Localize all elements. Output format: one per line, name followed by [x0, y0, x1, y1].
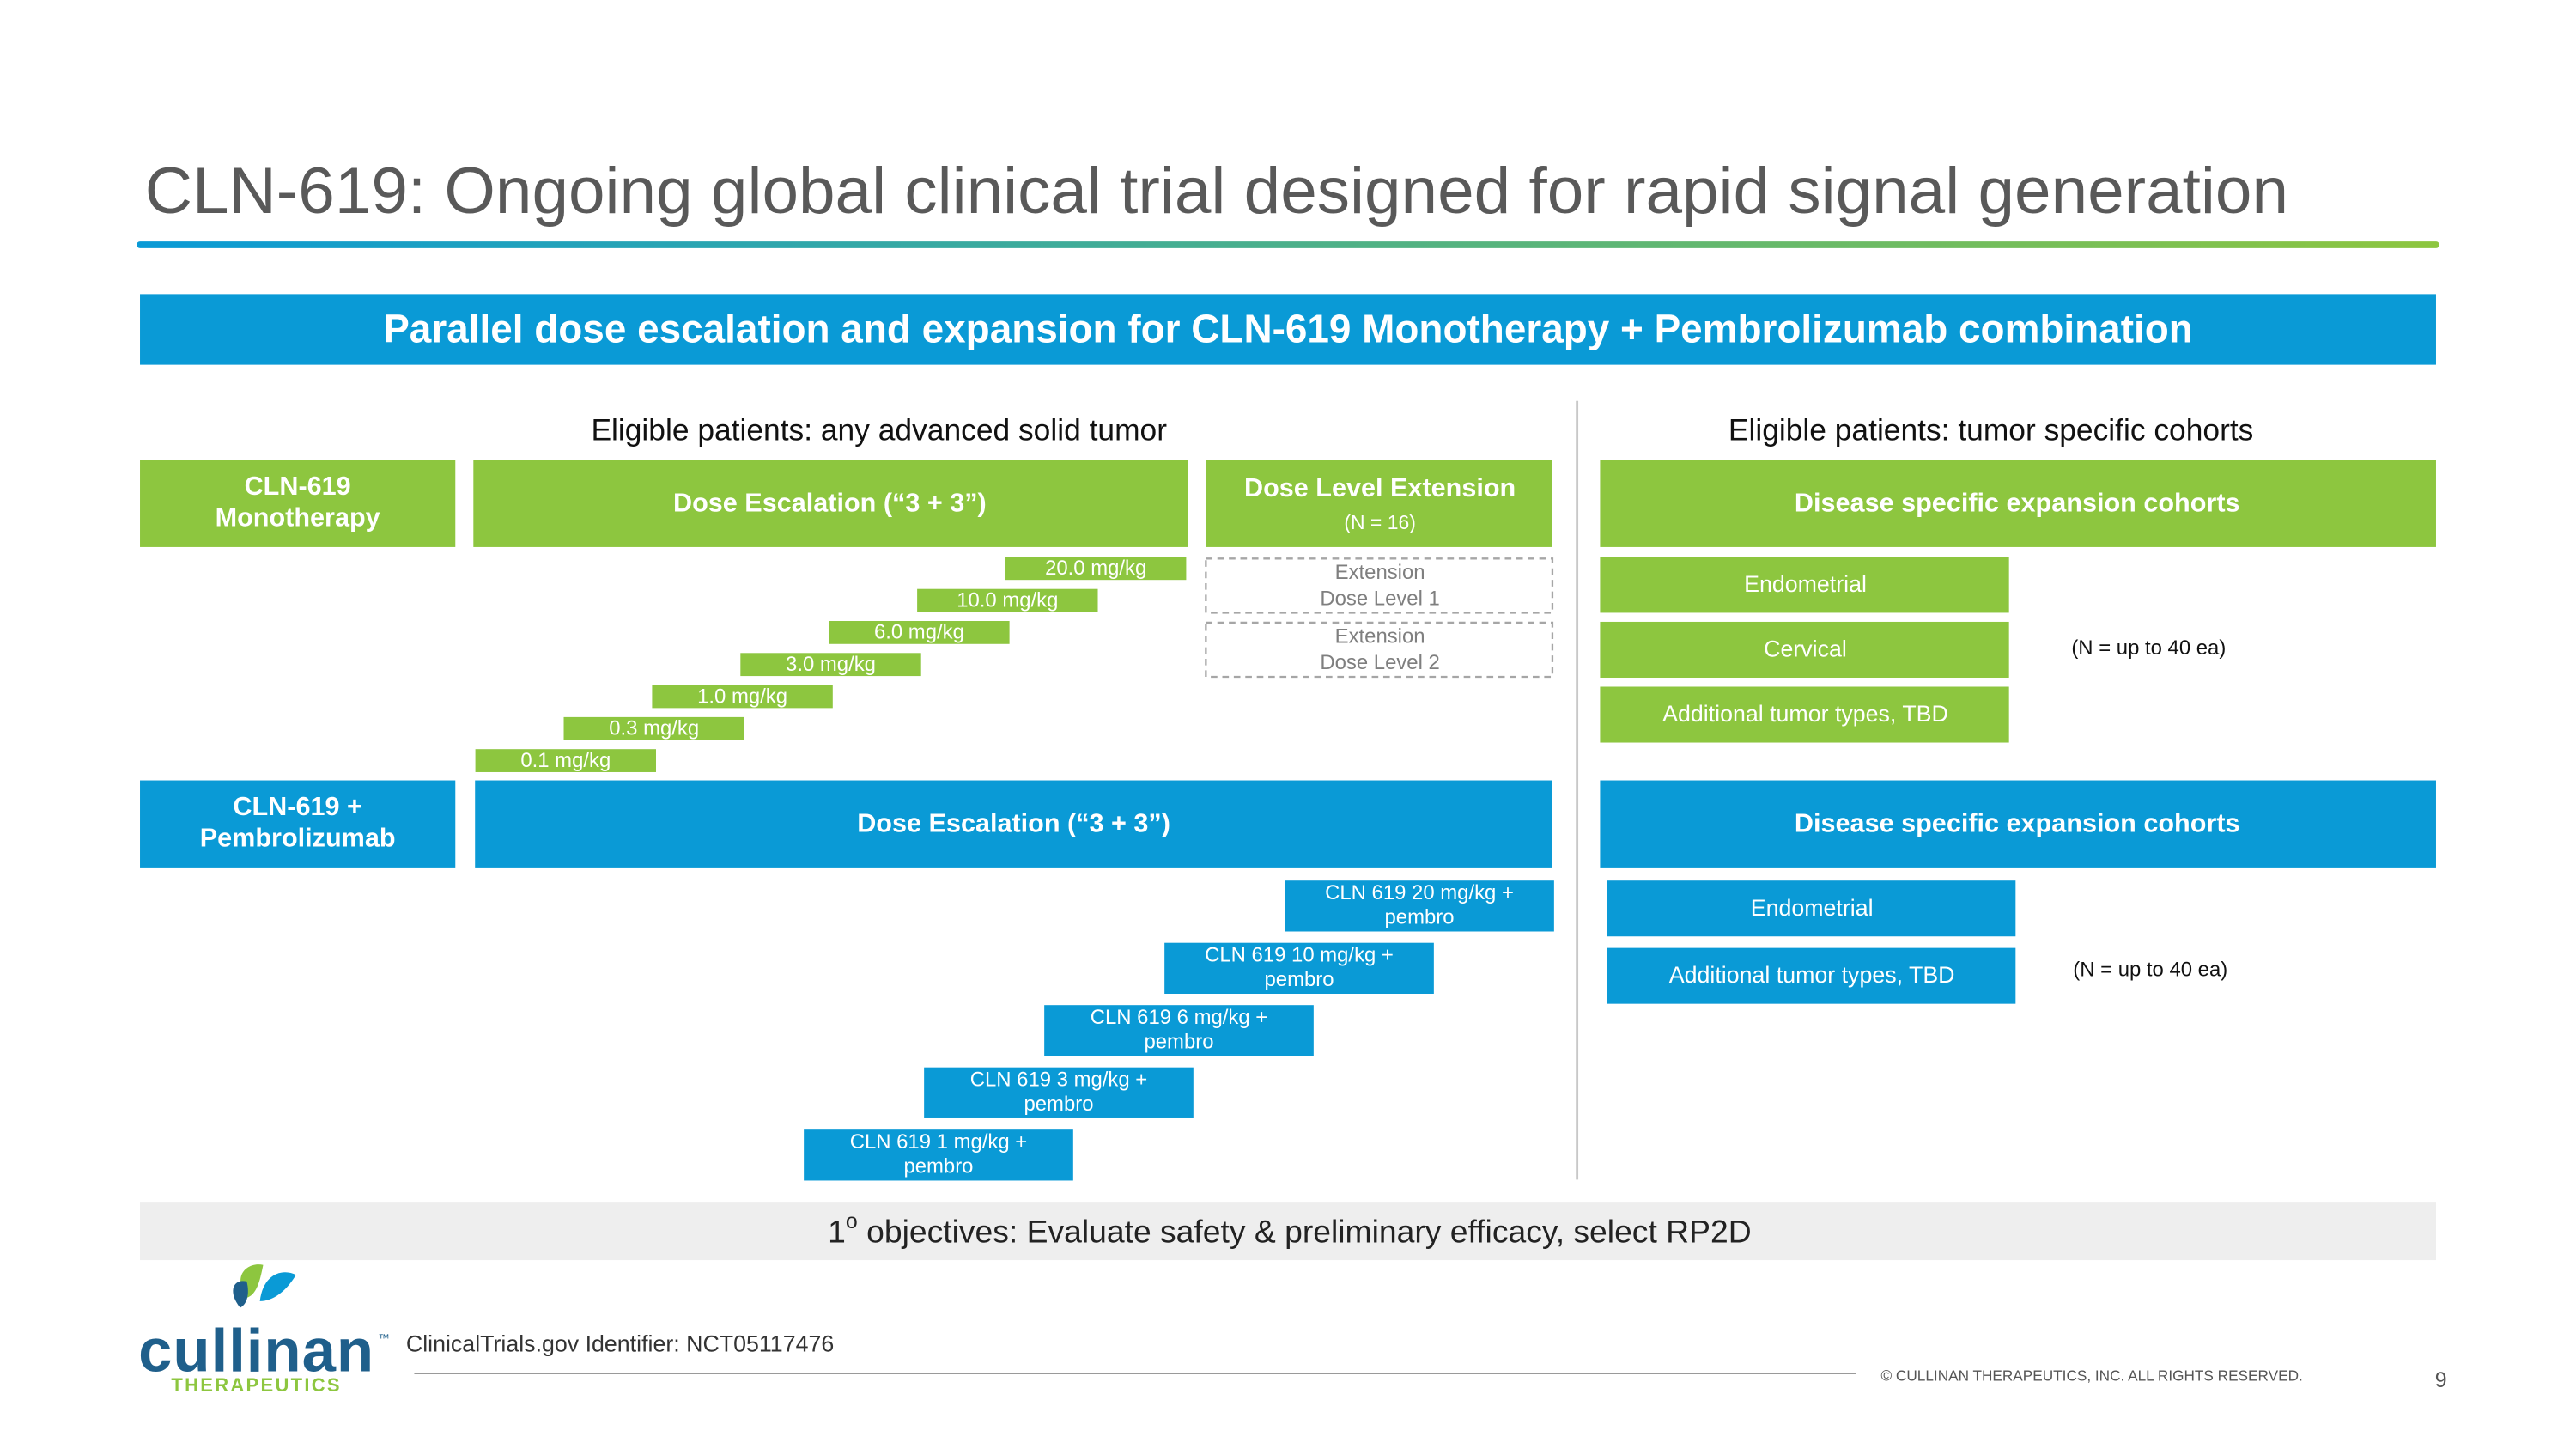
dose-step	[804, 1129, 1073, 1181]
dose-label: CLN 619 1 mg/kg +	[850, 1130, 1028, 1154]
arm-label-line: Monotherapy	[216, 502, 380, 532]
dose-label: pembro	[1264, 968, 1334, 991]
dose-label: 1.0 mg/kg	[697, 685, 787, 708]
dose-step	[475, 749, 656, 772]
extension-level-line: Extension	[1335, 561, 1425, 584]
dose-step	[829, 621, 1010, 644]
extension-level-line: Dose Level 2	[1320, 651, 1439, 674]
cohort-n: (N = up to 40 ea)	[2073, 959, 2227, 982]
dose-step	[917, 588, 1098, 612]
extension-level-line: Dose Level 1	[1320, 587, 1439, 610]
dose-label: pembro	[1024, 1093, 1093, 1116]
dose-label: CLN 619 6 mg/kg +	[1091, 1006, 1268, 1029]
objective-box	[140, 1202, 2436, 1261]
extension-n: (N = 16)	[1344, 511, 1416, 533]
extension-title: Dose Level Extension	[1244, 473, 1516, 502]
cohort	[1607, 947, 2016, 1004]
dose-label: CLN 619 3 mg/kg +	[970, 1068, 1148, 1091]
objective: 1o objectives: Evaluate safety & prelimi…	[828, 1209, 1751, 1250]
objective-text: objectives: Evaluate safety & preliminar…	[858, 1213, 1752, 1249]
cohort	[1600, 557, 2009, 613]
arm-label	[140, 460, 456, 547]
logo-tm: ™	[378, 1331, 389, 1344]
escalation-title: Dose Escalation (“3 + 3”)	[673, 488, 987, 517]
extension-level	[1205, 557, 1554, 614]
arm-label	[140, 780, 456, 868]
dose-label: pembro	[1385, 906, 1455, 929]
logo-name: cullinan	[138, 1317, 374, 1385]
cohort-label: Endometrial	[1751, 895, 1874, 921]
dose-label: 0.3 mg/kg	[609, 717, 699, 740]
dose-label: 6.0 mg/kg	[874, 621, 964, 644]
expansion-title: Disease specific expansion cohorts	[1795, 488, 2240, 517]
escalation-header	[475, 780, 1552, 868]
dose-label: 20.0 mg/kg	[1045, 557, 1146, 580]
dose-step	[1164, 942, 1434, 994]
dose-label: pembro	[903, 1154, 973, 1178]
title-rule	[137, 241, 2439, 248]
cohort-n: (N = up to 40 ea)	[2071, 636, 2226, 660]
cohort-label: Additional tumor types, TBD	[1669, 962, 1955, 988]
extension-level	[1205, 621, 1554, 679]
dose-label: 0.1 mg/kg	[520, 749, 611, 772]
expansion-header	[1600, 460, 2436, 547]
dose-label: 3.0 mg/kg	[786, 653, 876, 676]
extension-level-line: Extension	[1335, 624, 1425, 648]
expansion-header	[1600, 780, 2436, 868]
objective-number: 1	[828, 1213, 846, 1249]
dose-label: CLN 619 20 mg/kg +	[1325, 881, 1514, 904]
escalation-title: Dose Escalation (“3 + 3”)	[857, 808, 1170, 837]
cohort-label: Cervical	[1764, 636, 1847, 662]
dose-step	[563, 716, 744, 740]
cohort-label: Endometrial	[1744, 571, 1867, 597]
dose-step	[1044, 1005, 1314, 1056]
dose-step	[924, 1067, 1194, 1118]
objective-superscript: o	[846, 1209, 858, 1233]
banner-text: Parallel dose escalation and expansion f…	[383, 306, 2193, 350]
arm-label-line: Pembrolizumab	[200, 823, 396, 852]
banner	[140, 294, 2436, 365]
page-number: 9	[2435, 1368, 2447, 1392]
dose-label: 10.0 mg/kg	[957, 588, 1058, 612]
cohort	[1600, 686, 2009, 743]
cohort-label: Additional tumor types, TBD	[1662, 701, 1948, 727]
escalation-header	[473, 460, 1188, 547]
slide-title: CLN-619: Ongoing global clinical trial d…	[145, 155, 2288, 228]
arm-label-line: CLN-619 +	[233, 792, 361, 821]
expansion-title: Disease specific expansion cohorts	[1795, 808, 2240, 837]
logo-tagline: THERAPEUTICS	[171, 1374, 342, 1396]
right-heading: Eligible patients: tumor specific cohort…	[1728, 413, 2253, 447]
dose-label: CLN 619 10 mg/kg +	[1205, 943, 1394, 966]
arm-label-line: CLN-619	[245, 472, 351, 501]
identifier: ClinicalTrials.gov Identifier: NCT051174…	[406, 1331, 834, 1357]
dose-label: pembro	[1144, 1030, 1213, 1053]
copyright: © CULLINAN THERAPEUTICS, INC. ALL RIGHTS…	[1880, 1367, 2302, 1384]
cohort	[1600, 621, 2009, 678]
logo-leaf	[233, 1281, 248, 1308]
dose-step	[1285, 880, 1554, 932]
logo-leaf	[259, 1272, 296, 1301]
extension-header	[1206, 460, 1552, 547]
cohort	[1607, 880, 2016, 937]
dose-step	[1005, 557, 1187, 581]
left-heading: Eligible patients: any advanced solid tu…	[591, 413, 1167, 447]
dose-step	[740, 653, 921, 677]
dose-step	[652, 685, 833, 709]
